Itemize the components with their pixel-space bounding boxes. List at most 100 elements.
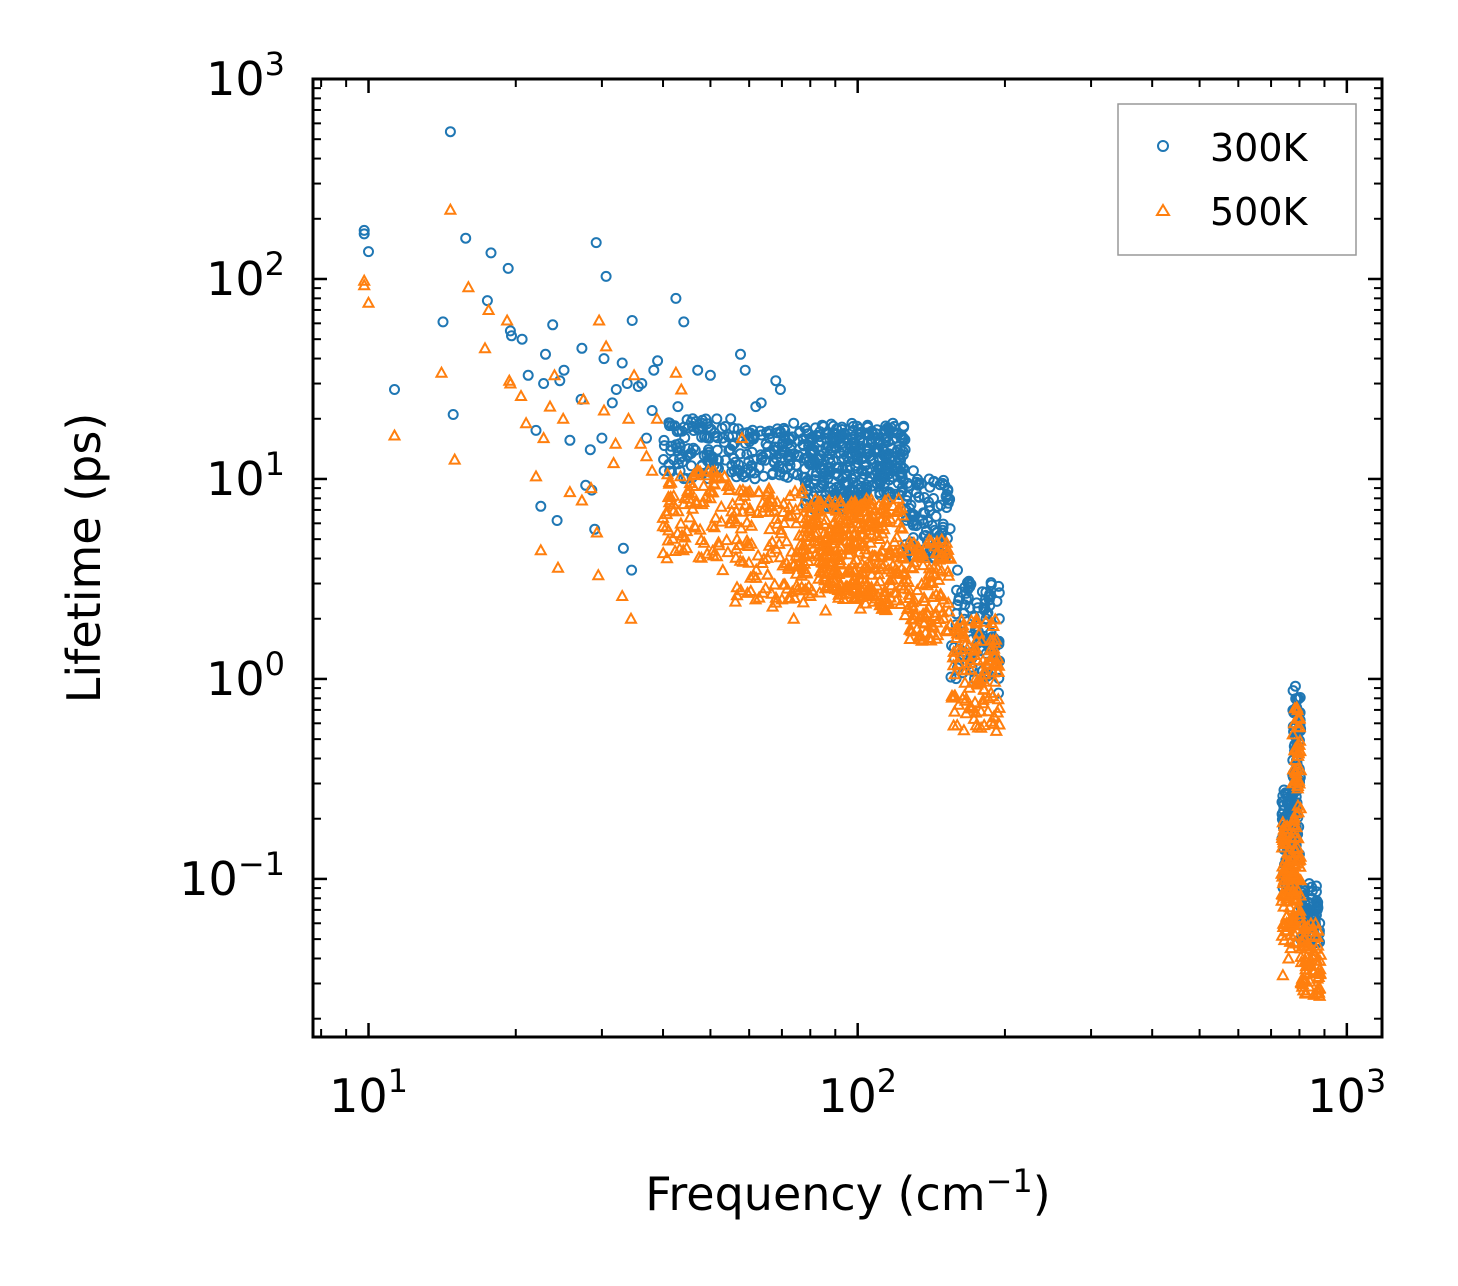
point-300k	[945, 671, 957, 683]
point-500k	[361, 295, 376, 308]
point-500k	[866, 510, 881, 523]
point-300k	[687, 413, 699, 425]
point-300k	[516, 333, 528, 345]
point-500k	[1300, 938, 1314, 951]
point-500k	[812, 571, 826, 584]
point-500k	[547, 368, 562, 381]
point-500k	[834, 498, 848, 511]
point-500k	[954, 627, 968, 640]
point-500k	[843, 527, 857, 540]
point-300k	[626, 315, 638, 326]
point-500k	[661, 533, 675, 546]
x-tick-label: 103	[1307, 1062, 1386, 1123]
point-500k	[821, 566, 835, 579]
point-500k	[1292, 711, 1306, 724]
point-500k	[872, 531, 887, 544]
point-500k	[717, 469, 732, 482]
point-300k	[841, 450, 853, 462]
point-500k	[1275, 840, 1289, 853]
point-300k	[902, 477, 914, 489]
point-500k	[729, 550, 743, 563]
point-500k	[734, 521, 748, 534]
point-300k	[962, 584, 974, 595]
point-500k	[875, 544, 890, 557]
point-300k	[855, 482, 867, 494]
point-500k	[936, 611, 951, 624]
point-500k	[893, 596, 908, 609]
point-300k	[652, 355, 664, 367]
point-500k	[683, 510, 697, 523]
point-300k	[538, 378, 550, 389]
point-300k	[993, 580, 1005, 592]
y-tick-label: 101	[206, 445, 285, 506]
point-500k	[904, 560, 918, 573]
point-300k	[535, 500, 547, 512]
point-500k	[765, 534, 779, 547]
point-300k	[799, 422, 811, 434]
point-500k	[992, 700, 1007, 713]
point-300k	[818, 467, 830, 479]
point-500k	[945, 688, 959, 701]
point-300k	[670, 292, 682, 304]
point-500k	[1293, 903, 1307, 916]
point-500k	[979, 656, 993, 669]
point-500k	[481, 302, 496, 315]
point-500k	[880, 595, 895, 608]
point-300k	[786, 440, 797, 452]
point-500k	[974, 633, 989, 646]
point-500k	[860, 583, 875, 596]
point-500k	[599, 339, 613, 352]
point-500k	[836, 591, 851, 604]
point-500k	[690, 496, 704, 509]
point-500k	[700, 546, 714, 559]
point-500k	[922, 631, 936, 644]
point-500k	[905, 598, 919, 611]
point-500k	[674, 382, 688, 395]
point-500k	[1281, 951, 1296, 964]
point-300k	[918, 507, 929, 519]
point-500k	[660, 504, 674, 517]
point-500k	[563, 485, 577, 498]
point-300k	[884, 468, 896, 480]
point-500k	[988, 635, 1002, 648]
point-500k	[906, 611, 921, 624]
point-300k	[774, 384, 786, 395]
point-300k	[672, 458, 684, 470]
point-300k	[810, 422, 821, 434]
legend-label-300k: 300K	[1210, 126, 1309, 170]
point-500k	[712, 538, 726, 551]
point-300k	[913, 491, 925, 503]
point-500k	[448, 452, 462, 465]
point-300k	[744, 427, 756, 439]
point-300k	[698, 450, 710, 461]
point-500k	[543, 399, 557, 412]
point-500k	[799, 528, 813, 541]
point-300k	[554, 375, 566, 387]
point-300k	[869, 470, 881, 481]
point-300k	[626, 564, 638, 576]
point-500k	[785, 544, 799, 557]
point-500k	[853, 498, 867, 511]
point-500k	[885, 564, 899, 577]
point-500k	[748, 592, 763, 605]
point-500k	[910, 583, 924, 596]
point-500k	[902, 590, 916, 603]
point-500k	[946, 718, 961, 731]
point-300k	[727, 430, 739, 442]
point-500k	[765, 599, 780, 612]
point-300k	[803, 454, 815, 466]
point-500k	[1300, 941, 1314, 954]
point-500k	[974, 704, 988, 717]
point-300k	[672, 401, 684, 413]
point-500k	[944, 617, 958, 630]
point-300k	[664, 417, 676, 429]
point-300k	[679, 432, 691, 444]
point-300k	[852, 453, 864, 465]
point-500k	[1286, 813, 1300, 826]
point-300k	[621, 378, 633, 389]
point-500k	[751, 548, 765, 561]
point-500k	[883, 543, 897, 556]
point-500k	[650, 411, 664, 424]
point-500k	[781, 590, 796, 603]
point-500k	[1310, 953, 1324, 966]
